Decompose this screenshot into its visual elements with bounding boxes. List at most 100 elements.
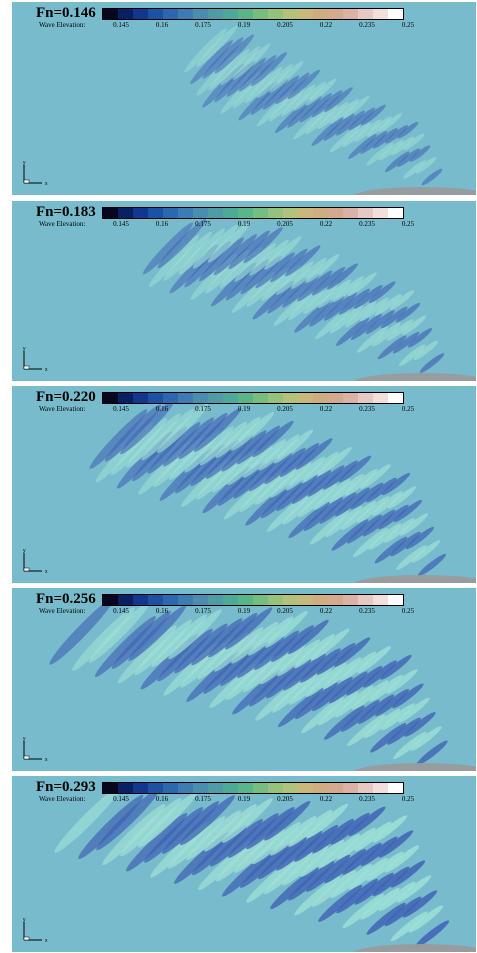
colorbar-tick-label: 0.235 (359, 405, 375, 413)
wave-crest (311, 90, 343, 118)
wave-crest (378, 504, 409, 530)
colorbar-swatch (223, 393, 238, 403)
colorbar-swatch (373, 9, 388, 19)
colorbar-swatch (343, 9, 358, 19)
wave-trough (317, 446, 352, 477)
wave-crest (324, 848, 366, 884)
axis-triad: yx (23, 737, 48, 763)
wave-trough (413, 340, 439, 361)
wave-trough (297, 483, 338, 518)
wave-trough (193, 224, 238, 269)
wave-crest (174, 623, 228, 674)
wave-crest (390, 860, 426, 888)
wave-crest (334, 637, 371, 667)
wave-trough (317, 279, 352, 309)
wave-trough (254, 466, 299, 505)
colorbar-tick-label: 0.235 (359, 220, 375, 228)
colorbar (102, 207, 404, 219)
wave-trough (411, 540, 441, 563)
colorbar-swatch (163, 9, 178, 19)
colorbar-tick-label: 0.145 (113, 21, 129, 29)
wave-crest (330, 812, 370, 845)
wave-crest (287, 96, 322, 128)
wave-crest (384, 151, 410, 173)
wave-crest (232, 669, 282, 715)
colorbar (102, 8, 404, 20)
colorbar-swatch (118, 393, 133, 403)
wave-panel-2: Fn=0.183 Wave Elevation: 0.145 0.16 0.175 0.1… (12, 201, 476, 381)
wave-trough (389, 290, 415, 310)
colorbar-tick-label: 0.25 (401, 795, 415, 803)
wave-trough (360, 887, 400, 920)
wave-crest (157, 628, 213, 682)
colorbar-swatch (358, 9, 373, 19)
colorbar-swatch (223, 208, 238, 218)
colorbar-tick-label: 0.19 (237, 607, 251, 615)
froude-number-title: Fn=0.293 (36, 779, 96, 795)
colorbar-swatch (268, 393, 283, 403)
wave-trough (342, 893, 384, 929)
wave-crest (347, 514, 382, 544)
colorbar-swatch (343, 783, 358, 793)
wave-crest (163, 417, 214, 467)
colorbar-swatch (388, 595, 403, 605)
wave-trough (256, 90, 295, 127)
colorbar-swatch (328, 783, 343, 793)
colorbar-tick-label: 0.205 (277, 795, 293, 803)
wave-crest (213, 234, 257, 276)
colorbar-tick-label: 0.25 (401, 220, 415, 228)
wave-trough (408, 905, 444, 933)
colorbar-swatch (178, 595, 193, 605)
colorbar-swatch (118, 208, 133, 218)
wave-crest (226, 57, 267, 97)
colorbar-swatch (223, 783, 238, 793)
colorbar-swatch (328, 208, 343, 218)
colorbar-label: Wave Elevation: (39, 220, 86, 228)
colorbar-swatch (268, 9, 283, 19)
axis-origin-box (23, 567, 30, 572)
wave-crest (222, 849, 275, 897)
wave-crest (283, 653, 326, 691)
wave-crest (323, 460, 358, 490)
wave-crest (360, 104, 386, 126)
wave-trough (231, 621, 279, 664)
colorbar-swatch (178, 208, 193, 218)
colorbar-swatch (253, 595, 268, 605)
wave-crest (309, 295, 345, 327)
wave-trough (272, 673, 318, 713)
wave-crest (360, 130, 388, 154)
ship-hull (353, 763, 476, 771)
wave-crest (199, 237, 244, 282)
wave-crest (237, 636, 285, 678)
wave-crest (387, 717, 421, 745)
wave-trough (378, 139, 404, 161)
colorbar-swatch (373, 393, 388, 403)
wave-trough (293, 107, 328, 140)
colorbar-swatch (388, 9, 403, 19)
colorbar-tick-label: 0.145 (113, 405, 129, 413)
wave-crest (252, 420, 294, 458)
froude-number-title: Fn=0.220 (36, 389, 96, 405)
wave-crest (178, 412, 228, 460)
wave-crest (270, 867, 319, 910)
colorbar-swatch (313, 208, 328, 218)
wave-trough (329, 125, 361, 153)
colorbar-swatch (238, 595, 253, 605)
wave-trough (141, 408, 195, 461)
wave-trough (344, 301, 377, 328)
colorbar-swatch (208, 9, 223, 19)
wave-trough (301, 696, 344, 734)
wave-crest (300, 648, 341, 683)
wave-crest (147, 422, 201, 474)
wave-trough (214, 627, 264, 672)
wave-crest (220, 641, 270, 686)
wave-crest (318, 884, 363, 922)
wave-trough (126, 413, 181, 468)
colorbar-swatch (148, 393, 163, 403)
wave-crest (271, 625, 314, 662)
colorbar-swatch (148, 208, 163, 218)
colorbar-swatch (283, 783, 298, 793)
colorbar-swatch (328, 9, 343, 19)
colorbar-label: Wave Elevation: (39, 607, 86, 615)
wave-crest (380, 306, 408, 329)
